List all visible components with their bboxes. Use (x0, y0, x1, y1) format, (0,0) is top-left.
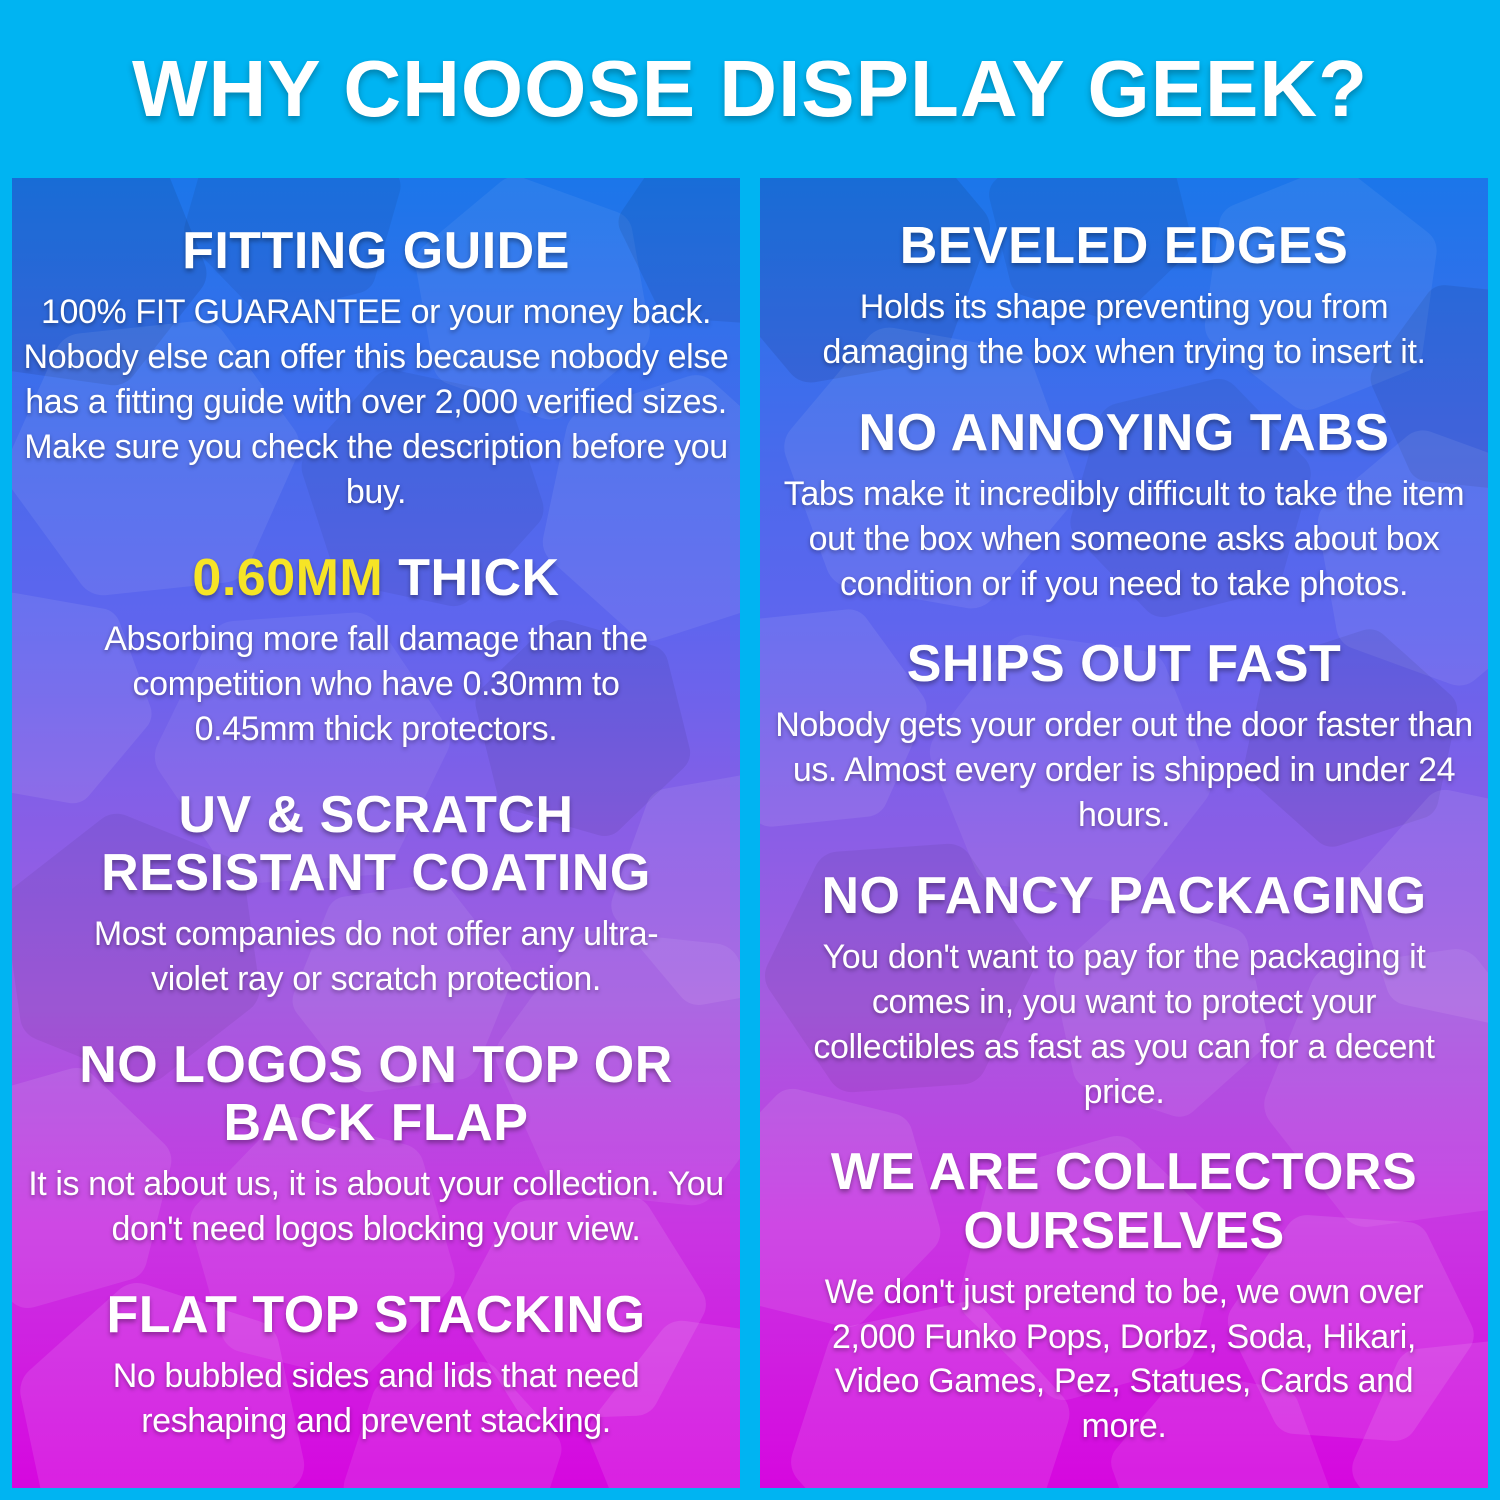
section-body: We don't just pretend to be, we own over… (824, 1272, 1424, 1446)
section-body: No bubbled sides and lids that need resh… (112, 1357, 640, 1441)
feature-panels: FITTING GUIDE 100% FIT GUARANTEE or your… (12, 178, 1488, 1488)
feature-section-no-tabs: NO ANNOYING TABS Tabs make it incredibly… (760, 404, 1488, 607)
section-body: You don't want to pay for the packaging … (813, 938, 1435, 1111)
feature-section-beveled-edges: BEVELED EDGES Holds its shape preventing… (760, 217, 1488, 375)
feature-section-flat-top: FLAT TOP STACKING No bubbled sides and l… (12, 1286, 740, 1444)
section-body: Holds its shape preventing you from dama… (822, 288, 1426, 371)
section-heading: 0.60MM THICK (192, 548, 560, 607)
section-heading: WE ARE COLLECTORS OURSELVES (830, 1143, 1418, 1260)
section-heading: NO LOGOS ON TOP OR BACK FLAP (79, 1035, 673, 1152)
feature-section-no-packaging: NO FANCY PACKAGING You don't want to pay… (760, 867, 1488, 1115)
section-heading: NO FANCY PACKAGING (821, 866, 1427, 925)
right-panel: BEVELED EDGES Holds its shape preventing… (760, 178, 1488, 1488)
section-body: Absorbing more fall damage than the comp… (104, 619, 648, 748)
heading-accent: 0.60MM (192, 548, 384, 607)
section-heading: SHIPS OUT FAST (906, 635, 1342, 694)
page-title: WHY CHOOSE DISPLAY GEEK? (131, 44, 1369, 133)
section-body: Most companies do not offer any ultra-vi… (93, 914, 659, 998)
section-body: It is not about us, it is about your col… (28, 1165, 724, 1249)
section-body: 100% FIT GUARANTEE or your money back. N… (23, 293, 729, 511)
section-heading: FITTING GUIDE (182, 222, 570, 281)
section-heading: FLAT TOP STACKING (106, 1285, 646, 1344)
section-body: Nobody gets your order out the door fast… (775, 706, 1473, 835)
feature-section-uv-coating: UV & SCRATCH RESISTANT COATING Most comp… (12, 786, 740, 1002)
title-bar: WHY CHOOSE DISPLAY GEEK? (0, 0, 1500, 178)
section-heading: UV & SCRATCH RESISTANT COATING (101, 785, 651, 902)
section-body: Tabs make it incredibly difficult to tak… (783, 474, 1465, 603)
feature-section-fitting-guide: FITTING GUIDE 100% FIT GUARANTEE or your… (12, 222, 740, 515)
feature-section-thickness: 0.60MM THICK Absorbing more fall damage … (12, 549, 740, 752)
section-heading: BEVELED EDGES (899, 216, 1349, 275)
section-heading: NO ANNOYING TABS (858, 403, 1390, 462)
feature-section-ships-fast: SHIPS OUT FAST Nobody gets your order ou… (760, 635, 1488, 838)
left-panel: FITTING GUIDE 100% FIT GUARANTEE or your… (12, 178, 740, 1488)
feature-section-no-logos: NO LOGOS ON TOP OR BACK FLAP It is not a… (12, 1036, 740, 1252)
feature-section-collectors: WE ARE COLLECTORS OURSELVES We don't jus… (760, 1143, 1488, 1449)
